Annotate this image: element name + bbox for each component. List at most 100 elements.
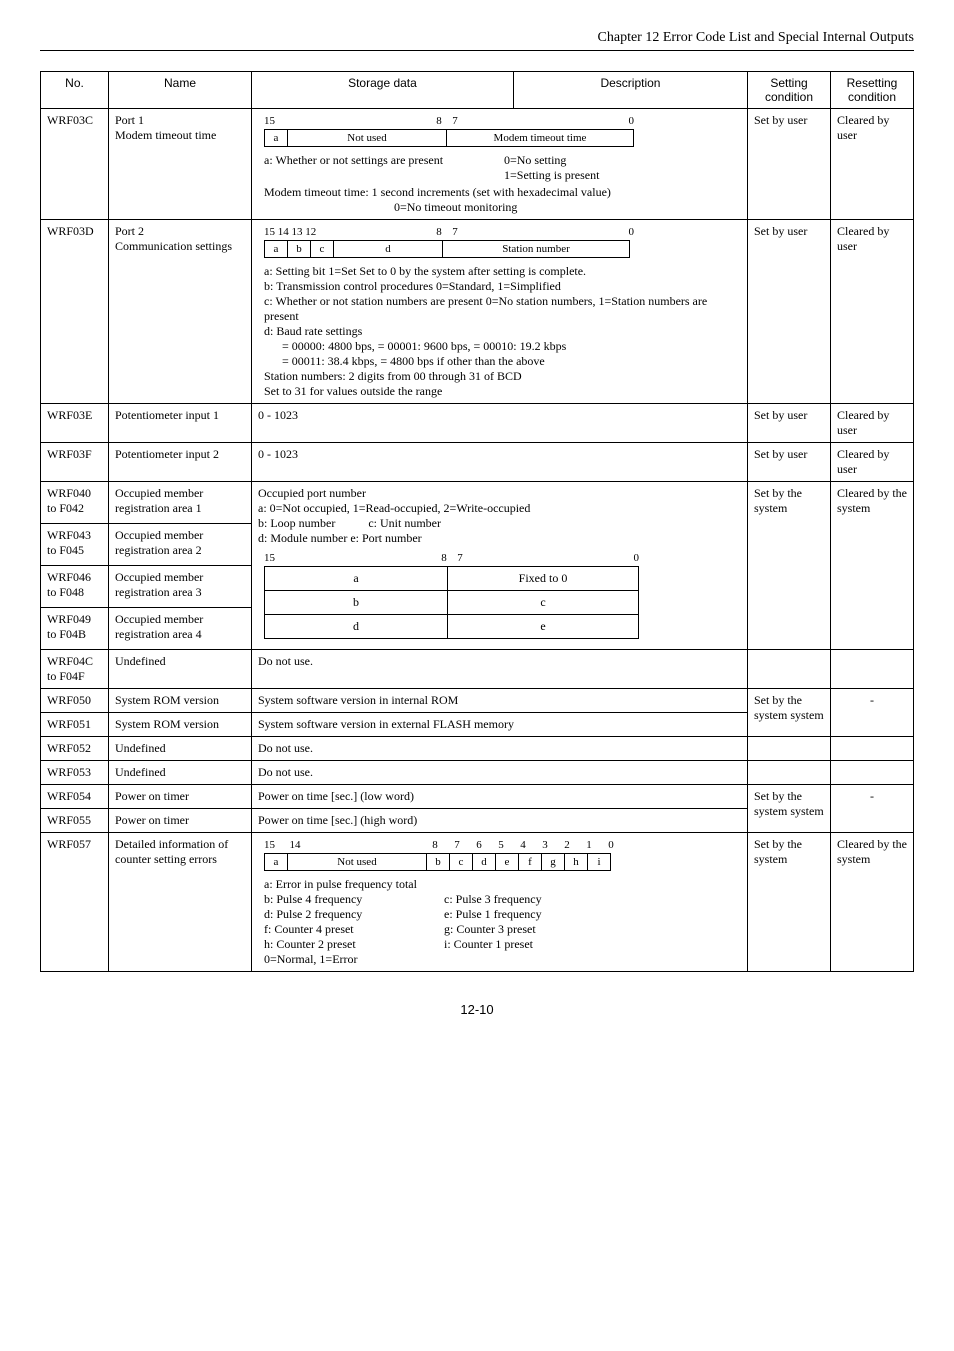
cell-reset: Cleared by user [831,404,914,443]
cell-no: WRF04C to F04F [41,650,109,689]
box: b [427,853,450,871]
box: i [588,853,611,871]
bitnum: 0 [623,552,639,564]
bitnum: 7 [447,226,463,238]
box: a [264,853,288,871]
col-setting: Setting condition [748,72,831,109]
cell-setting [748,737,831,761]
box: b [288,240,311,258]
box: b [265,591,448,615]
text: a: 0=Not occupied, 1=Read-occupied, 2=Wr… [258,501,741,516]
cell-name: Potentiometer input 2 [109,443,252,482]
text: 1=Setting is present [504,168,599,183]
text: 0=No timeout monitoring [264,200,735,215]
text: i: Counter 1 preset [444,937,533,952]
cell-no: WRF049 to F04B [41,608,109,650]
bitnum: 8 [424,839,446,851]
text: = 00000: 4800 bps, = 00001: 9600 bps, = … [264,339,735,354]
box: c [311,240,334,258]
box-mtt: Modem timeout time [447,129,634,147]
text: d: Pulse 2 frequency [264,907,444,922]
cell-reset: Cleared by the system [831,482,914,650]
cell-no: WRF03F [41,443,109,482]
text: b: Pulse 4 frequency [264,892,444,907]
cell-storage: 0 - 1023 [252,443,748,482]
box: Not used [288,853,427,871]
cell-name: Occupied member registration area 3 [109,566,252,608]
text: Port 2 [115,224,144,238]
col-storage: Storage data [252,72,514,109]
bitnum: 3 [534,839,556,851]
bitnum: 2 [556,839,578,851]
cell-setting: Set by the system [748,833,831,972]
cell-no: WRF03E [41,404,109,443]
cell-name: Undefined [109,650,252,689]
cell-no: WRF053 [41,761,109,785]
text: Station numbers: 2 digits from 00 throug… [264,369,735,384]
text: h: Counter 2 preset [264,937,444,952]
cell-setting: Set by user [748,404,831,443]
text: a: Whether or not settings are present [264,153,504,183]
page-header: Chapter 12 Error Code List and Special I… [40,30,914,51]
cell-storage: Do not use. [252,737,748,761]
cell-no: WRF03C [41,109,109,220]
box: d [334,240,443,258]
cell-setting: Set by user [748,220,831,404]
box: d [265,615,448,639]
box: Fixed to 0 [448,567,639,591]
text: f: Counter 4 preset [264,922,444,937]
bitnum: 0 [600,839,622,851]
text: Modem timeout time [115,128,216,142]
col-reset: Resetting condition [831,72,914,109]
cell-storage: System software version in external FLAS… [252,713,748,737]
box: c [448,591,639,615]
cell-no: WRF052 [41,737,109,761]
text: d: Module number e: Port number [258,531,741,546]
cell-setting: Set by the system system [748,689,831,737]
bitnum: 1 [578,839,600,851]
bitnum: 6 [468,839,490,851]
cell-no: WRF051 [41,713,109,737]
cell-setting: Set by user [748,109,831,220]
bitnum: 0 [618,115,634,127]
cell-no: WRF054 [41,785,109,809]
cell-name: Port 2 Communication settings [109,220,252,404]
cell-no: WRF040 to F042 [41,482,109,524]
cell-reset: Cleared by user [831,220,914,404]
cell-name: Power on timer [109,809,252,833]
text: Occupied port number [258,486,741,501]
text: c: Whether or not station numbers are pr… [264,294,735,324]
cell-setting: Set by user [748,443,831,482]
bitnum: 7 [446,839,468,851]
box: g [542,853,565,871]
cell-no: WRF055 [41,809,109,833]
cell-reset [831,650,914,689]
cell-reset: Cleared by the system [831,833,914,972]
main-table: No. Name Storage data Description Settin… [40,71,914,972]
text: b: Loop number [258,516,335,530]
cell-storage: System software version in internal ROM [252,689,748,713]
text: system [790,804,823,818]
cell-name: System ROM version [109,713,252,737]
text: a: Setting bit 1=Set Set to 0 by the sys… [264,264,735,279]
cell-name: Port 1 Modem timeout time [109,109,252,220]
bitnum: 4 [512,839,534,851]
bitnum: 14 [286,839,304,851]
bitnum: 5 [490,839,512,851]
cell-storage-desc: Occupied port number a: 0=Not occupied, … [252,482,748,650]
cell-name: Occupied member registration area 4 [109,608,252,650]
cell-no: WRF03D [41,220,109,404]
box: a [264,240,288,258]
bitnum: 15 [264,115,286,127]
cell-no: WRF057 [41,833,109,972]
bitnum: 7 [447,115,463,127]
cell-no: WRF043 to F045 [41,524,109,566]
cell-name: Occupied member registration area 1 [109,482,252,524]
text: 0=Normal, 1=Error [264,952,735,967]
cell-storage: Do not use. [252,761,748,785]
cell-setting: Set by the system system [748,785,831,833]
text: b: Transmission control procedures 0=Sta… [264,279,735,294]
cell-name: Undefined [109,761,252,785]
bitnum: 8 [431,226,447,238]
text: Communication settings [115,239,232,253]
